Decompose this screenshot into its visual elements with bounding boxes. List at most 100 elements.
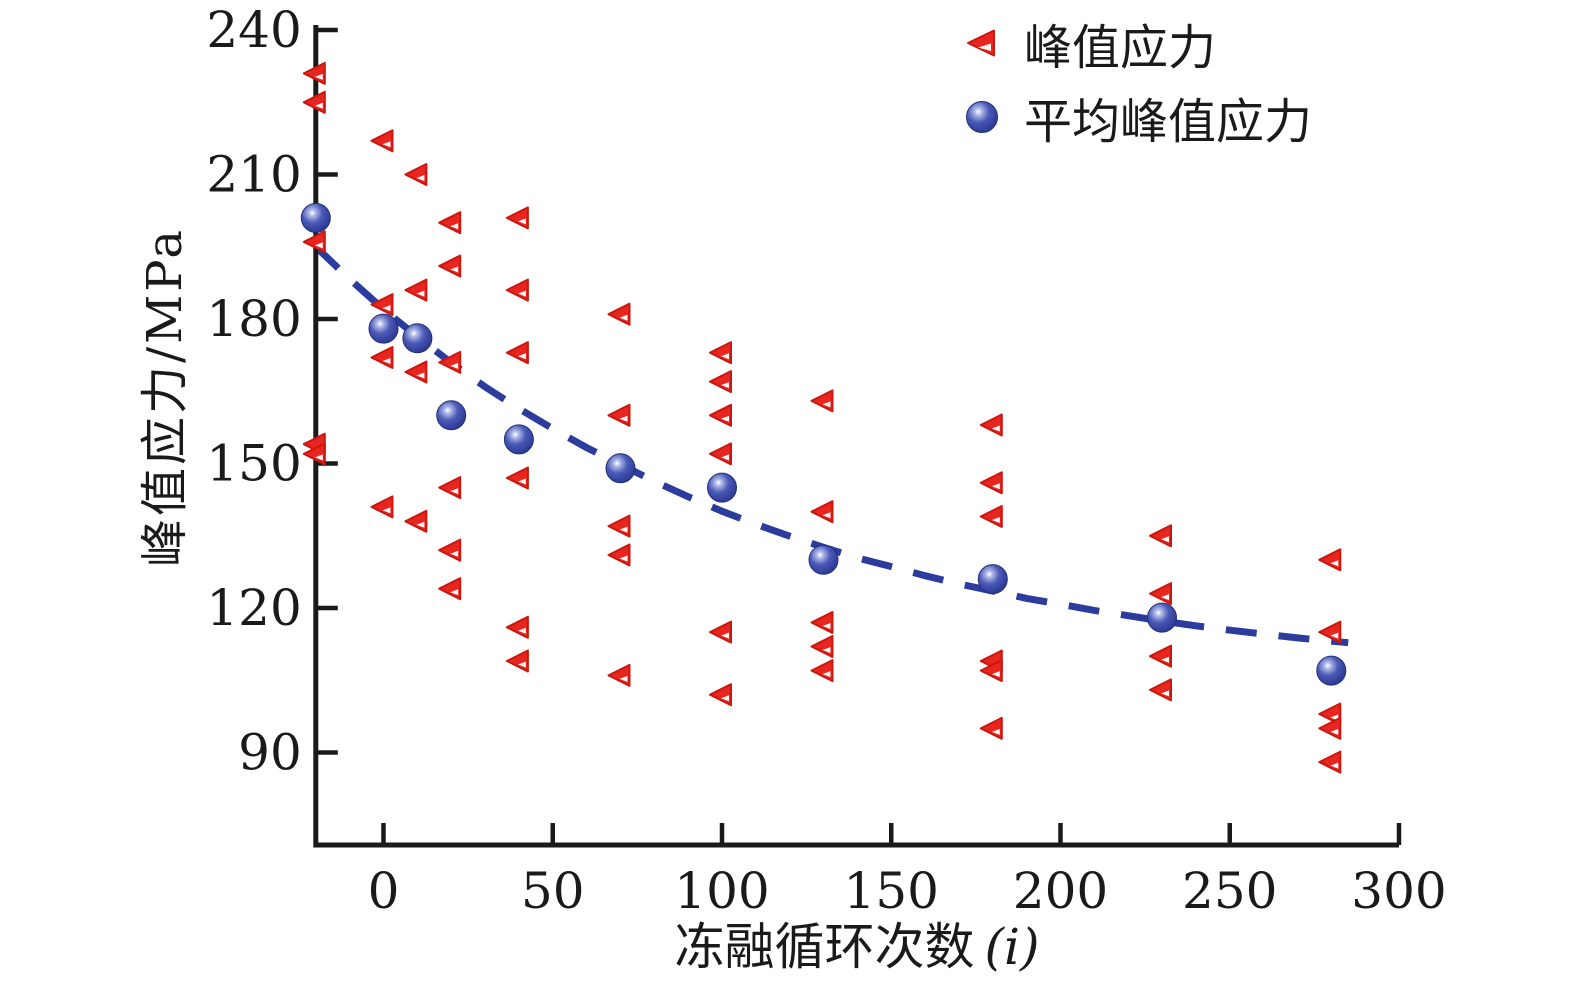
average-point xyxy=(300,202,331,233)
peak-point-highlight xyxy=(314,102,323,109)
peak-point xyxy=(810,659,834,683)
blue-sphere-icon xyxy=(966,101,998,133)
y-tick-label: 210 xyxy=(206,146,301,204)
peak-point xyxy=(810,611,834,634)
x-tick-label: 250 xyxy=(1182,862,1277,920)
peak-point-highlight xyxy=(450,362,459,369)
peak-point-highlight xyxy=(721,382,729,389)
average-point xyxy=(402,323,433,354)
peak-point-highlight xyxy=(619,314,628,321)
peak-point-highlight xyxy=(1330,762,1339,769)
y-tick-label: 90 xyxy=(238,724,302,782)
x-tick-label: 150 xyxy=(844,862,939,920)
peak-point-highlight xyxy=(991,425,1000,432)
peak-point xyxy=(709,341,732,365)
average-point xyxy=(808,544,839,575)
peak-point xyxy=(979,471,1003,495)
peak-point xyxy=(1149,678,1172,702)
peak-point-highlight xyxy=(314,73,323,80)
x-axis: 0 50 100 150 200 250 300 xyxy=(368,823,1447,920)
peak-point-highlight xyxy=(619,675,628,682)
peak-point-highlight xyxy=(822,647,831,653)
peak-point-highlight xyxy=(991,728,1000,735)
peak-point xyxy=(505,649,529,673)
peak-point-highlight xyxy=(382,305,391,312)
peak-point xyxy=(607,403,631,427)
peak-point xyxy=(404,278,428,302)
peak-point-highlight xyxy=(517,661,526,668)
peak-point xyxy=(1318,620,1342,644)
red-triangle-icon xyxy=(967,29,995,57)
peak-point xyxy=(709,370,732,394)
peak-point xyxy=(709,442,732,466)
y-tick-label: 240 xyxy=(206,1,301,59)
peak-point xyxy=(1149,582,1172,606)
axes xyxy=(313,25,1399,848)
peak-point xyxy=(370,346,394,369)
peak-point xyxy=(709,683,732,707)
peak-point xyxy=(607,514,631,538)
x-tick-label: 200 xyxy=(1013,862,1108,920)
peak-point xyxy=(438,254,462,278)
x-axis-title-symbol: (i) xyxy=(984,918,1040,976)
peak-point-highlight xyxy=(416,175,425,181)
peak-point-highlight xyxy=(517,478,526,485)
peak-point xyxy=(438,538,462,562)
peak-point-highlight xyxy=(721,632,729,639)
peak-point xyxy=(505,341,529,365)
peak-point xyxy=(1149,644,1172,668)
peak-point-highlight xyxy=(416,372,425,379)
y-axis: 240 210 180 150 120 90 xyxy=(206,1,338,782)
peak-point xyxy=(404,163,428,186)
peak-point-highlight xyxy=(450,589,459,596)
average-point xyxy=(436,400,467,431)
peak-point-highlight xyxy=(517,627,526,634)
y-tick-label: 180 xyxy=(206,290,301,348)
peak-point-highlight xyxy=(721,454,729,461)
x-axis-title: 冻融循环次数 (i) xyxy=(674,907,1039,979)
x-tick-label: 100 xyxy=(674,862,769,920)
peak-point-highlight xyxy=(382,507,391,514)
peak-point xyxy=(709,403,732,427)
peak-point xyxy=(1318,548,1342,572)
peak-point-highlight xyxy=(721,353,729,360)
peak-point-highlight xyxy=(1330,632,1339,639)
peak-point xyxy=(810,500,834,524)
peak-point-highlight xyxy=(416,290,425,297)
x-tick-label: 0 xyxy=(368,862,400,920)
peak-point xyxy=(404,509,428,533)
y-tick-label: 120 xyxy=(206,579,301,637)
peak-point-highlight xyxy=(450,266,459,273)
peak-point-highlight xyxy=(450,223,459,230)
peak-point xyxy=(438,577,462,601)
legend-label: 峰值应力 xyxy=(1024,20,1217,76)
peak-point xyxy=(810,635,834,658)
scatter-peak-stress xyxy=(302,61,1342,774)
peak-point-highlight xyxy=(450,488,459,495)
peak-point-highlight xyxy=(991,483,1000,490)
average-point xyxy=(605,453,636,484)
average-point xyxy=(707,472,737,503)
peak-point xyxy=(979,413,1003,437)
peak-point-highlight xyxy=(314,454,323,461)
peak-point-highlight xyxy=(1161,690,1169,697)
peak-point-highlight xyxy=(1161,656,1169,663)
peak-point-highlight xyxy=(450,550,459,557)
legend-item-peak-stress: 峰值应力 xyxy=(960,6,1312,80)
legend-label: 平均峰值应力 xyxy=(1024,94,1313,150)
peak-point-highlight xyxy=(721,695,729,702)
average-point xyxy=(368,313,399,344)
x-tick-label: 50 xyxy=(521,862,585,920)
peak-point-highlight xyxy=(1330,560,1339,567)
peak-point xyxy=(404,360,428,384)
peak-point xyxy=(1318,716,1342,740)
peak-point xyxy=(1149,524,1172,548)
y-tick-label: 150 xyxy=(206,435,301,493)
peak-point xyxy=(438,476,462,500)
peak-point xyxy=(810,389,834,413)
peak-point-highlight xyxy=(721,415,729,422)
x-tick-label: 300 xyxy=(1351,862,1446,920)
peak-point-highlight xyxy=(1161,536,1169,543)
